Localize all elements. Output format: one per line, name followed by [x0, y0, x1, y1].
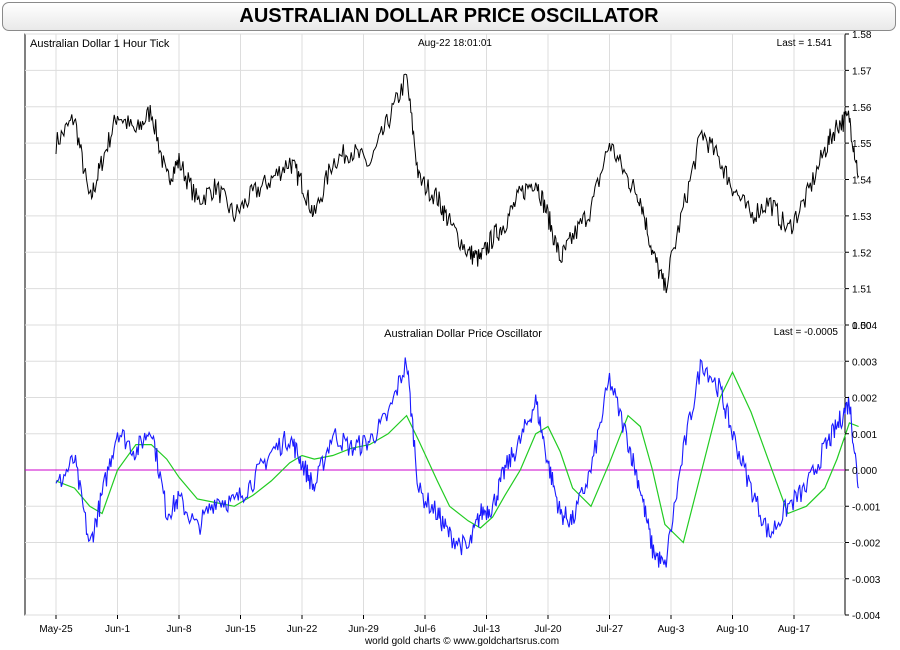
osc-y-tick-label: -0.004: [852, 611, 881, 622]
price-y-tick-label: 1.58: [852, 30, 872, 41]
x-tick-label: Jul-13: [473, 624, 501, 635]
chart-title: AUSTRALIAN DOLLAR PRICE OSCILLATOR: [239, 5, 659, 27]
osc-y-tick-label: 0.003: [852, 357, 877, 368]
x-tick-label: May-25: [39, 624, 73, 635]
x-tick-label: Aug-3: [658, 624, 685, 635]
price-y-tick-label: 1.53: [852, 212, 872, 223]
x-tick-label: Jul-6: [414, 624, 436, 635]
oscillator-last-value: Last = -0.0005: [774, 327, 839, 338]
osc-y-tick-label: 0.001: [852, 430, 877, 441]
price-y-tick-label: 1.52: [852, 248, 872, 259]
price-series: [55, 73, 860, 294]
x-tick-label: Jun-22: [287, 624, 318, 635]
price-line: [55, 73, 860, 294]
osc-y-tick-label: 0.000: [852, 466, 877, 477]
x-tick-label: Aug-10: [716, 624, 749, 635]
price-y-tick-label: 1.57: [852, 66, 872, 77]
osc-y-tick-label: -0.003: [852, 575, 881, 586]
signal-line: [55, 370, 859, 544]
x-tick-label: Jun-8: [166, 624, 191, 635]
price-y-tick-label: 1.55: [852, 139, 872, 150]
price-timestamp: Aug-22 18:01:01: [418, 38, 492, 49]
chart-title-bar: AUSTRALIAN DOLLAR PRICE OSCILLATOR: [2, 2, 896, 31]
osc-y-tick-label: 0.004: [852, 321, 877, 332]
x-tick-label: Jun-29: [348, 624, 379, 635]
y-axis-ticks: 1.581.571.561.551.541.531.521.511.500.00…: [845, 30, 881, 622]
x-tick-label: Jul-27: [596, 624, 624, 635]
price-y-tick-label: 1.51: [852, 285, 872, 296]
price-last-value: Last = 1.541: [777, 38, 833, 49]
osc-y-tick-label: -0.002: [852, 539, 881, 550]
price-y-tick-label: 1.54: [852, 176, 872, 187]
x-axis-ticks: May-25 Jun-1 Jun-8 Jun-15 Jun-22 Jun-29 Jul-6 J…: [39, 615, 811, 635]
x-tick-label: Aug-17: [778, 624, 811, 635]
oscillator-series: [25, 357, 860, 568]
osc-y-tick-label: -0.001: [852, 502, 881, 513]
osc-y-tick-label: 0.002: [852, 394, 877, 405]
price-y-tick-label: 1.56: [852, 103, 872, 114]
x-tick-label: Jun-15: [225, 624, 256, 635]
price-y-tick-label: 1.50: [852, 321, 872, 332]
footer-credit: world gold charts © www.goldchartsrus.co…: [364, 636, 559, 647]
x-tick-label: Jun-1: [105, 624, 130, 635]
x-tick-label: Jul-20: [534, 624, 562, 635]
oscillator-panel-title: Australian Dollar Price Oscillator: [384, 328, 542, 340]
oscillator-line: [55, 357, 860, 568]
price-panel-title: Australian Dollar 1 Hour Tick: [30, 38, 170, 50]
